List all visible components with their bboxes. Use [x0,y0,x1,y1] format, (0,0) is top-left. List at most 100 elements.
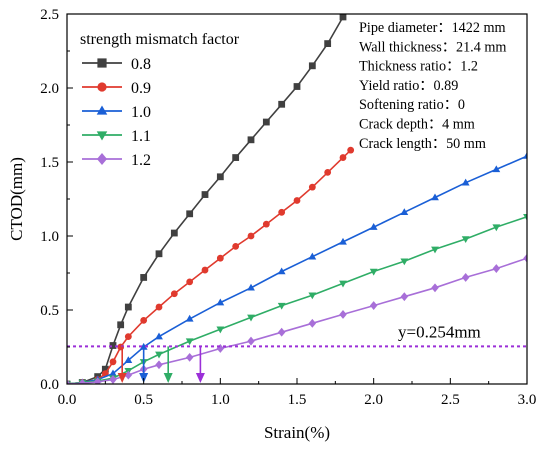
legend-label-0.8: 0.8 [131,56,151,73]
y-tick-label: 2.5 [40,7,59,23]
data-point [400,292,409,302]
annotation-line: Softening ratio：0 [359,97,465,113]
data-point [155,360,163,370]
data-point [140,274,148,281]
data-point [277,302,286,310]
data-point [216,298,225,306]
data-point [308,252,317,260]
data-point [431,193,439,201]
reference-layer: y=0.254mm [67,322,527,383]
data-point [523,152,527,159]
data-point [124,356,133,364]
data-point [216,173,224,181]
data-point [324,40,332,47]
series-line-1.0 [67,155,527,384]
data-point [339,154,347,161]
data-point [155,332,163,340]
series-layer [67,14,527,384]
data-point [109,342,117,349]
legend-label-0.9: 0.9 [131,80,151,97]
data-point [400,258,409,266]
data-point [109,369,117,377]
data-point [293,83,301,90]
data-point [277,327,286,337]
x-tick-label: 1.5 [288,392,307,408]
data-point [185,314,194,322]
data-point [278,100,286,108]
data-point [186,210,194,218]
series-clip-group [67,14,527,384]
data-point [339,280,347,288]
data-point [461,178,470,186]
legend-label-1.1: 1.1 [131,128,151,145]
legend-label-1.0: 1.0 [131,104,151,121]
legend-marker-1.1 [96,131,108,141]
annotation-line: Crack depth：4 mm [359,117,475,133]
data-point [124,303,132,311]
data-point [247,232,255,240]
data-point [109,375,117,384]
legend: strength mismatch factor 0.8 0.9 1.0 1.1 1.2 [80,31,240,169]
annotation-line: Yield ratio：0.89 [359,78,458,94]
y-tick-label: 1.0 [40,229,59,245]
data-point [124,370,133,380]
data-point [369,301,378,310]
data-point [139,342,148,350]
parameter-annotations: Pipe diameter：1422 mm Wall thickness：21.4… [359,20,506,152]
data-point [216,326,225,334]
y-tick-label: 0.5 [40,303,59,319]
data-point [155,351,163,359]
data-point [308,183,316,191]
data-point [277,267,286,275]
data-point [324,168,332,176]
data-point [117,321,125,329]
data-point [170,290,178,298]
data-point [369,268,378,276]
legend-marker-0.8 [97,58,107,68]
data-point [93,377,102,384]
data-point [124,333,132,341]
series-0.8 [67,14,347,384]
data-point [339,310,347,319]
series-line-1.2 [67,257,527,384]
y-tick-label: 1.5 [40,155,59,171]
data-point [140,316,148,324]
annotation-line: Crack length：50 mm [359,136,486,152]
data-point [308,62,316,70]
data-point [78,378,87,384]
data-point [67,379,71,384]
data-point [308,318,317,328]
legend-marker-0.9 [97,82,107,92]
y-tick-label: 2.0 [40,81,59,97]
threshold-label: y=0.254mm [398,322,481,341]
data-point [492,165,501,173]
x-tick-label: 3.0 [518,392,537,408]
data-point [347,146,355,154]
legend-marker-1.0 [96,105,108,115]
series-line-0.8 [67,16,344,384]
x-tick-label: 2.0 [364,392,383,408]
data-point [247,336,255,346]
data-point [109,358,117,366]
data-point [216,344,225,353]
data-point [247,136,255,144]
y-tick-label: 0.0 [40,377,59,393]
y-axis-label: CTOD(mm) [7,157,26,241]
data-point [101,365,109,373]
data-point [293,197,301,204]
x-tick-label: 2.5 [441,392,460,408]
data-point [339,237,347,245]
strain-arrow-head [163,373,173,383]
series-1.0 [67,152,527,384]
data-point [216,254,224,262]
strain-arrow-head [195,373,205,383]
data-point [523,253,527,263]
data-point [201,191,209,198]
x-tick-label: 0.5 [134,392,153,408]
data-point [262,220,270,228]
data-point [461,236,470,244]
data-point [185,352,194,362]
annotation-line: Wall thickness：21.4 mm [359,39,506,55]
data-point [339,14,347,21]
annotation-line: Thickness ratio：1.2 [359,59,478,75]
